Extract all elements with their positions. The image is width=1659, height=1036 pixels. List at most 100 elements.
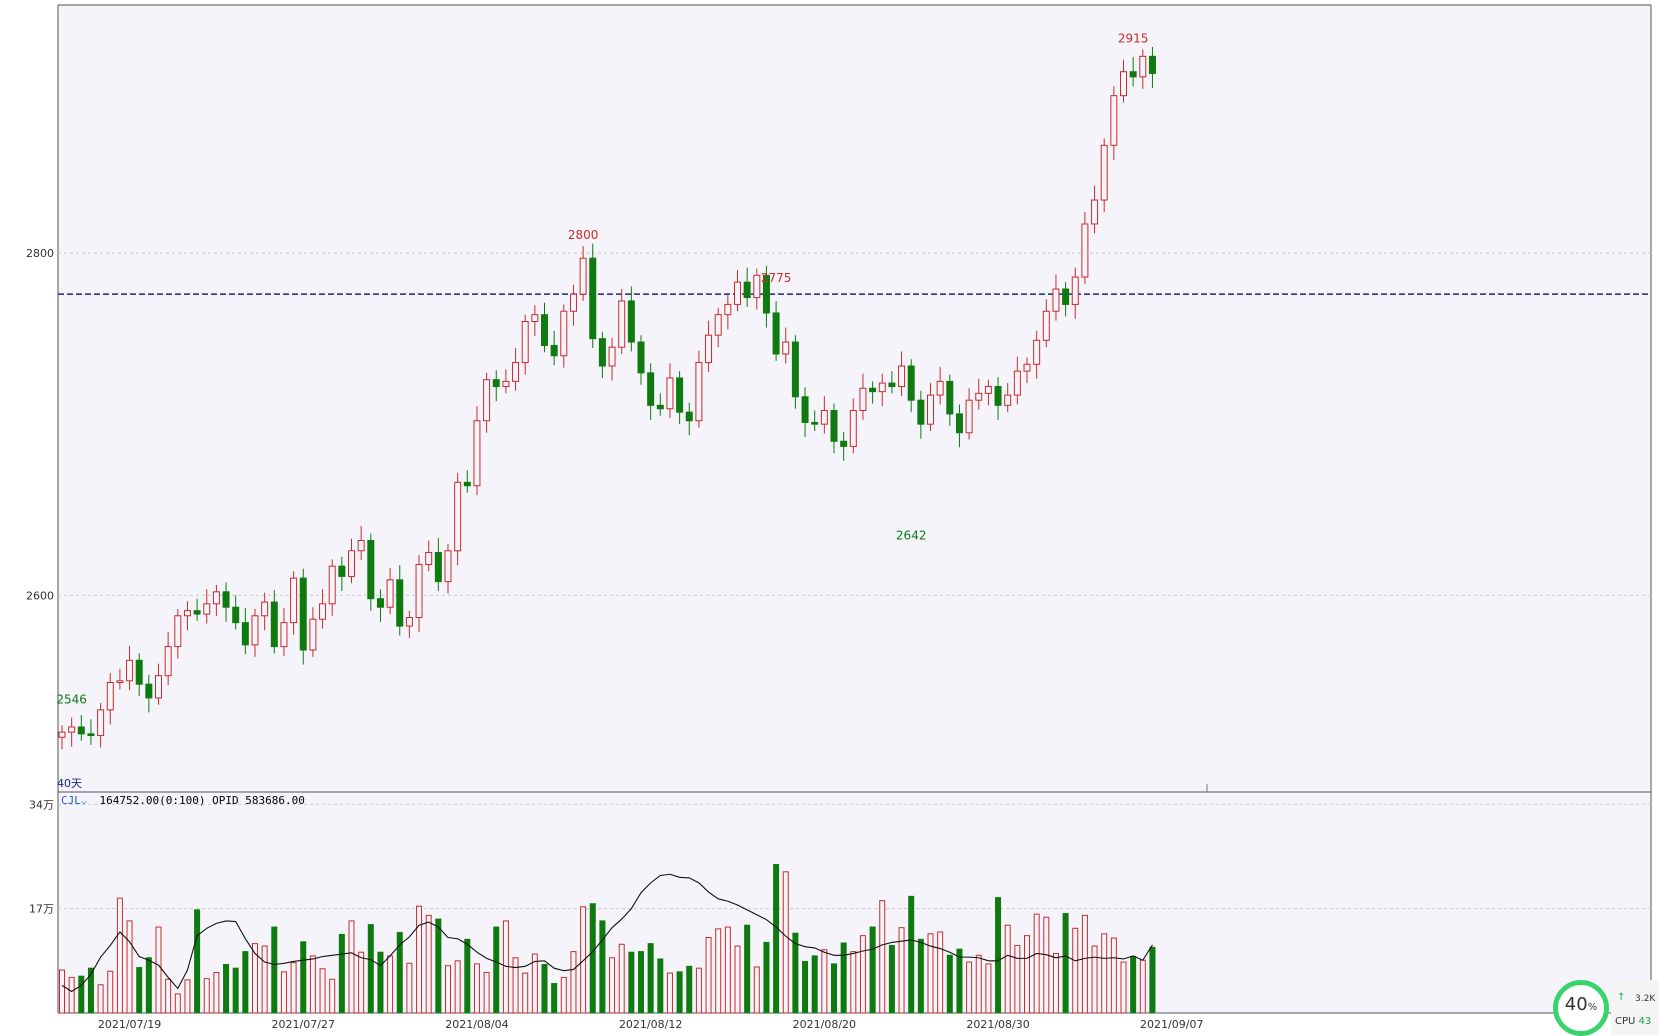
volume-bar [483,971,490,1014]
candle-body [724,303,732,316]
volume-bar [1024,935,1030,1014]
indicator-value: 164752.00(0:100) [99,794,206,807]
x-axis-tick-label: 2021/07/19 [98,1018,161,1031]
price-annotation-label: 2800 [568,228,599,242]
cpu-percent-value: 40 [1564,994,1588,1015]
candle-body [820,409,828,425]
candle-body [888,382,896,388]
volume-bar [1101,933,1108,1014]
volume-bar [638,951,644,1014]
candle-body [840,440,848,447]
volume-y-tick-label: 34万 [29,798,54,811]
volume-bar [821,949,828,1014]
candle-body [454,481,462,552]
candle-body [338,565,346,577]
volume-bar [1149,946,1156,1014]
volume-bar [425,914,432,1014]
volume-bar [1072,927,1079,1014]
candle-body [955,413,963,434]
candle-body [734,281,741,305]
candle-body [1062,288,1070,305]
volume-bar [927,933,934,1014]
candle-body [97,709,105,737]
x-axis-date-labels: 2021/07/19 2021/07/27 2021/08/04 2021/08/12… [98,1018,1204,1031]
volume-bar [136,967,143,1014]
volume-bar [165,978,172,1014]
candlestick-series [58,46,1156,750]
volume-bar [1014,944,1021,1014]
candle-body [1042,310,1050,341]
candle-body [222,591,230,608]
candle-body [463,481,471,487]
candle-body [68,726,76,733]
volume-bar [329,978,336,1014]
candle-body [376,598,384,608]
volume-bar [647,943,654,1014]
volume-bar [271,926,278,1014]
candle-body [753,274,761,299]
cpu-monitor-widget[interactable]: 40% ↑ 3.2K CPU 43 [1553,980,1659,1036]
volume-bar [773,863,780,1014]
volume-bar [1139,959,1146,1014]
candle-body [1023,363,1031,372]
volume-bar [522,972,529,1014]
volume-bar [97,984,104,1014]
volume-bar [107,970,114,1014]
volume-indicator-legend[interactable]: CJL⌵ 164752.00(0:100) OPID 583686.00 [61,794,305,807]
candle-body [579,257,587,295]
opid-value: OPID 583686.00 [212,794,305,807]
cpu-label-value: 43 [1638,1016,1652,1027]
volume-bar [309,955,316,1014]
candle-body [126,659,134,682]
candle-body [357,540,365,552]
volume-moving-average-line [61,873,1153,993]
candle-body [1071,276,1079,305]
volume-bar [396,932,403,1014]
candle-body [1148,55,1156,74]
price-annotation-label: 2642 [896,528,927,542]
volume-bar [666,972,673,1014]
volume-bar [628,951,635,1014]
candle-body [174,615,182,648]
volume-bar [454,960,461,1014]
volume-bar-series [59,863,1156,1014]
volume-bar [705,936,712,1014]
candle-body [598,338,606,367]
candle-body [1139,55,1147,78]
candle-body [405,616,413,627]
volume-bar [792,932,799,1014]
candle-body [492,379,500,388]
volume-bar [338,933,345,1014]
volume-bar [348,920,355,1014]
volume-bar [898,927,905,1014]
candle-body [714,314,722,336]
price-y-tick-label: 2600 [26,589,54,602]
volume-bar [358,951,365,1014]
indicator-name[interactable]: CJL [61,794,81,807]
candle-body [1129,71,1137,78]
volume-bar [87,967,94,1014]
candle-body [849,409,857,447]
volume-bar [753,966,760,1014]
candle-body [830,409,838,442]
chevron-down-icon[interactable]: ⌵ [80,796,87,807]
candle-body [135,659,143,685]
volume-bar [782,871,789,1014]
volume-bar [1043,916,1050,1014]
volume-bar [416,905,423,1014]
candle-body [483,379,491,422]
volume-bar [724,926,731,1014]
cpu-side-panel [1611,980,1659,1035]
volume-bar [560,976,567,1014]
volume-bar [1004,924,1011,1014]
volume-bar [145,957,152,1014]
candle-body [927,394,934,425]
cpu-label-text: CPU [1615,1016,1636,1027]
volume-bar [512,957,519,1014]
candle-body [907,365,915,401]
candle-body [936,380,944,396]
volume-bar [531,953,538,1014]
volume-bar [1081,914,1088,1014]
volume-bar [744,924,751,1014]
volume-bar [367,924,374,1014]
